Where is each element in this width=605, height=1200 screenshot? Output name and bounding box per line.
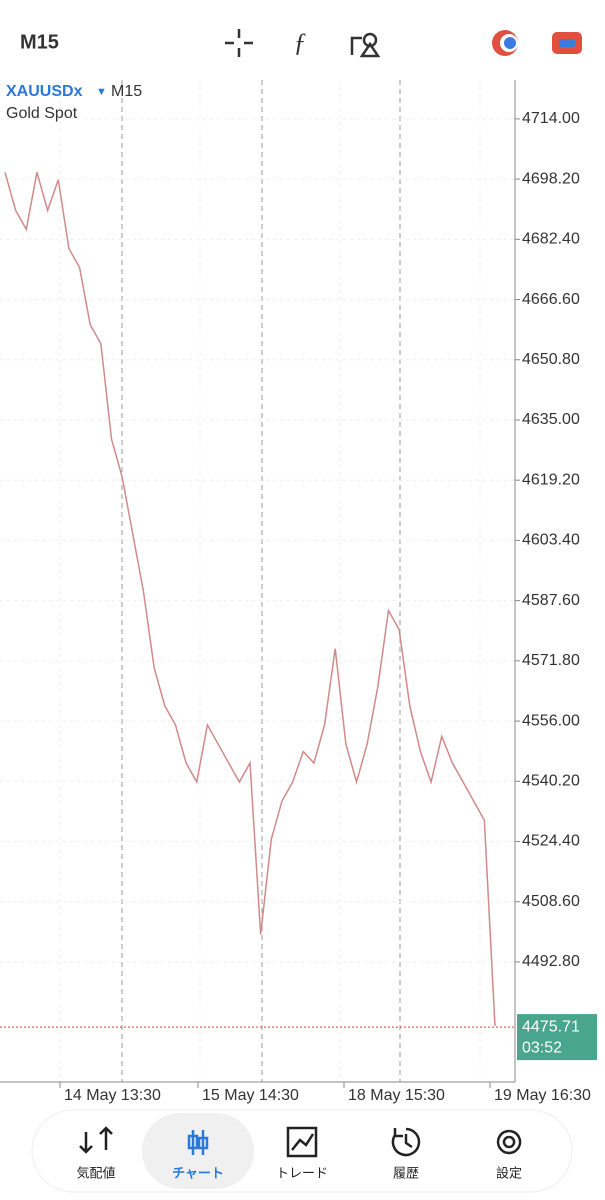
nav-icon[interactable] bbox=[187, 1130, 209, 1155]
x-tick-label: 19 May 16:30 bbox=[494, 1087, 591, 1104]
y-tick-label: 4619.20 bbox=[522, 471, 580, 488]
y-tick-label: 4682.40 bbox=[522, 231, 580, 248]
bar-timer: 03:52 bbox=[522, 1039, 562, 1056]
symbol[interactable]: XAUUSDx bbox=[6, 83, 83, 100]
x-tick-label: 18 May 15:30 bbox=[348, 1087, 445, 1104]
symbol-description: Gold Spot bbox=[6, 105, 78, 122]
y-tick-label: 4524.40 bbox=[522, 833, 580, 850]
nav-label[interactable]: トレード bbox=[276, 1165, 328, 1180]
account-icon[interactable] bbox=[492, 30, 518, 56]
price-line bbox=[4, 172, 496, 1027]
objects-icon[interactable] bbox=[350, 32, 381, 58]
nav-label[interactable]: 設定 bbox=[496, 1165, 522, 1180]
timeframe-button[interactable]: M15 bbox=[20, 31, 59, 53]
chart-timeframe: M15 bbox=[111, 83, 142, 100]
y-tick-label: 4666.60 bbox=[522, 291, 580, 308]
nav-icon[interactable] bbox=[286, 1126, 318, 1158]
y-tick-label: 4603.40 bbox=[522, 532, 580, 549]
nav-label[interactable]: チャート bbox=[172, 1165, 224, 1180]
y-tick-label: 4540.20 bbox=[522, 773, 580, 790]
y-tick-label: 4714.00 bbox=[522, 110, 580, 127]
nav-label[interactable]: 履歴 bbox=[393, 1165, 419, 1180]
current-price-label: 4475.71 bbox=[522, 1018, 580, 1035]
nav-icon[interactable] bbox=[79, 1126, 113, 1154]
y-tick-label: 4508.60 bbox=[522, 893, 580, 910]
current-price-box bbox=[517, 1014, 597, 1061]
nav-icon[interactable] bbox=[391, 1127, 421, 1157]
y-tick-label: 4587.60 bbox=[522, 592, 580, 609]
y-tick-label: 4698.20 bbox=[522, 170, 580, 187]
x-tick-label: 14 May 13:30 bbox=[64, 1087, 161, 1104]
trade-icon[interactable] bbox=[552, 32, 582, 54]
symbol-dropdown[interactable]: ▼ bbox=[96, 86, 107, 98]
nav-label[interactable]: 気配値 bbox=[76, 1165, 115, 1180]
y-tick-label: 4571.80 bbox=[522, 652, 580, 669]
x-tick-label: 15 May 14:30 bbox=[202, 1087, 299, 1104]
indicator-icon[interactable]: ƒ bbox=[294, 28, 307, 57]
y-tick-label: 4650.80 bbox=[522, 351, 580, 368]
crosshair-icon[interactable] bbox=[225, 29, 253, 57]
chart: 4714.00 4698.20 4682.40 4666.60 4650.80 4635.… bbox=[0, 80, 597, 1104]
nav-active-bg bbox=[142, 1113, 254, 1189]
y-tick-label: 4635.00 bbox=[522, 411, 580, 428]
y-tick-label: 4492.80 bbox=[522, 953, 580, 970]
y-tick-label: 4556.00 bbox=[522, 712, 580, 729]
nav-icon[interactable] bbox=[496, 1129, 522, 1155]
nav-items: 気配値 チャート トレード 履歴 設定 bbox=[76, 1113, 522, 1189]
